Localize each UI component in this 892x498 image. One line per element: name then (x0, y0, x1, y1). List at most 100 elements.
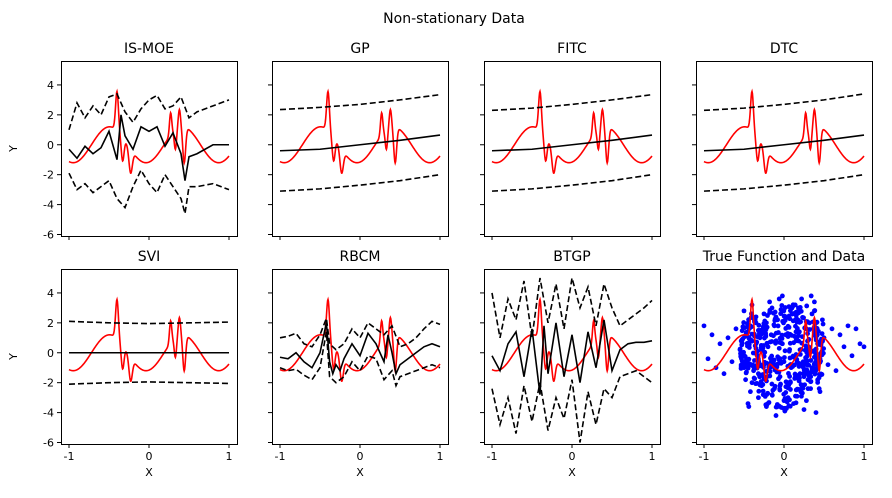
subplot-title: SVI (138, 249, 161, 265)
data-point (725, 335, 731, 341)
data-point (739, 328, 745, 334)
prediction-mean-line (703, 134, 865, 152)
plot-area (279, 88, 441, 192)
x-tick-label: 1 (437, 450, 444, 463)
subplot-btgp: -1 0 1 BTGP X (480, 249, 661, 479)
data-point (773, 314, 779, 320)
subplot-title: BTGP (553, 249, 590, 265)
prediction-mean-line (279, 322, 441, 377)
confidence-lower-line (68, 168, 230, 214)
true-function-line (279, 296, 441, 382)
data-point (771, 322, 777, 328)
x-tick-label: -1 (487, 450, 498, 463)
data-point (743, 370, 749, 376)
data-point (841, 344, 847, 350)
data-point (769, 339, 775, 344)
data-point (799, 393, 804, 399)
data-point (796, 307, 802, 313)
y-tick-label: -6 (43, 229, 54, 242)
data-point (804, 358, 809, 364)
data-point (776, 356, 782, 361)
data-point (773, 340, 778, 346)
true-function-line (703, 88, 865, 174)
confidence-upper-line (68, 92, 230, 131)
data-point (782, 348, 788, 354)
confidence-lower-line (491, 173, 653, 192)
data-point (809, 367, 815, 373)
confidence-lower-line (68, 381, 230, 385)
data-point (787, 347, 793, 352)
true-function-line (68, 296, 230, 382)
x-tick-label: 0 (569, 450, 576, 463)
data-point (782, 355, 787, 360)
data-point (786, 313, 792, 319)
y-tick-label: -2 (43, 377, 54, 390)
data-point (773, 330, 779, 336)
data-point (781, 405, 786, 411)
confidence-upper-line (279, 318, 441, 351)
data-point (748, 389, 753, 395)
x-tick-label: 1 (649, 450, 656, 463)
data-point (808, 374, 814, 380)
data-point (717, 341, 723, 347)
data-point (770, 387, 776, 393)
data-point (819, 331, 825, 337)
confidence-upper-line (491, 93, 653, 112)
data-point (794, 393, 800, 399)
data-point (777, 387, 783, 393)
data-point (721, 371, 727, 377)
y-tick-label: -4 (43, 199, 54, 212)
data-point (783, 390, 789, 395)
data-point (793, 387, 799, 393)
subplot-rbcm: -1 0 1 RBCM X (268, 249, 449, 479)
data-point (799, 296, 804, 302)
true-function-line (491, 88, 653, 174)
subplot-dtc: DTC (692, 41, 873, 240)
data-point (781, 313, 787, 319)
confidence-lower-line (703, 173, 865, 192)
data-point (778, 311, 784, 317)
confidence-upper-line (68, 320, 230, 325)
subplot-svi: -1 0 1 -6 -4 -2 0 2 4 SVI X Y (7, 249, 238, 479)
data-point (793, 312, 799, 318)
data-point (782, 305, 788, 310)
data-point (793, 400, 799, 406)
x-tick-label: 0 (146, 450, 153, 463)
x-tick-label: 0 (781, 450, 788, 463)
data-point (808, 358, 814, 363)
subplot-title: IS-MOE (124, 41, 174, 57)
data-point (821, 346, 827, 352)
data-point (737, 346, 743, 352)
data-point (787, 374, 793, 379)
data-point (786, 304, 792, 310)
data-point (767, 373, 773, 379)
data-point (775, 323, 781, 329)
subplot-true-function-and-data: -1 0 1 True Function and Data X (692, 249, 873, 479)
plot-area (68, 296, 230, 385)
data-point (764, 401, 770, 407)
data-point (743, 377, 748, 383)
x-axis-label: X (145, 466, 153, 479)
data-point (790, 303, 796, 309)
data-point (801, 407, 807, 412)
data-point (779, 303, 785, 308)
data-point (760, 388, 766, 394)
data-point (804, 350, 810, 356)
data-point (779, 336, 785, 341)
y-tick-label: 4 (47, 287, 54, 300)
data-point (812, 299, 817, 305)
data-point (780, 293, 785, 299)
confidence-upper-line (703, 93, 865, 112)
data-point (762, 349, 768, 355)
data-point (777, 340, 783, 345)
confidence-lower-line (279, 331, 441, 389)
x-tick-label: 1 (226, 450, 233, 463)
data-point (808, 379, 813, 385)
data-point (753, 381, 759, 387)
data-point (744, 341, 750, 346)
data-point (752, 376, 758, 382)
data-point (757, 382, 763, 388)
subplot-grid: -6 -4 -2 0 2 4 IS-MOE Y GP FITC DTC -1 0 1 -6 -4 -2 0 2 4 SV… (7, 41, 873, 479)
data-point (837, 332, 843, 338)
